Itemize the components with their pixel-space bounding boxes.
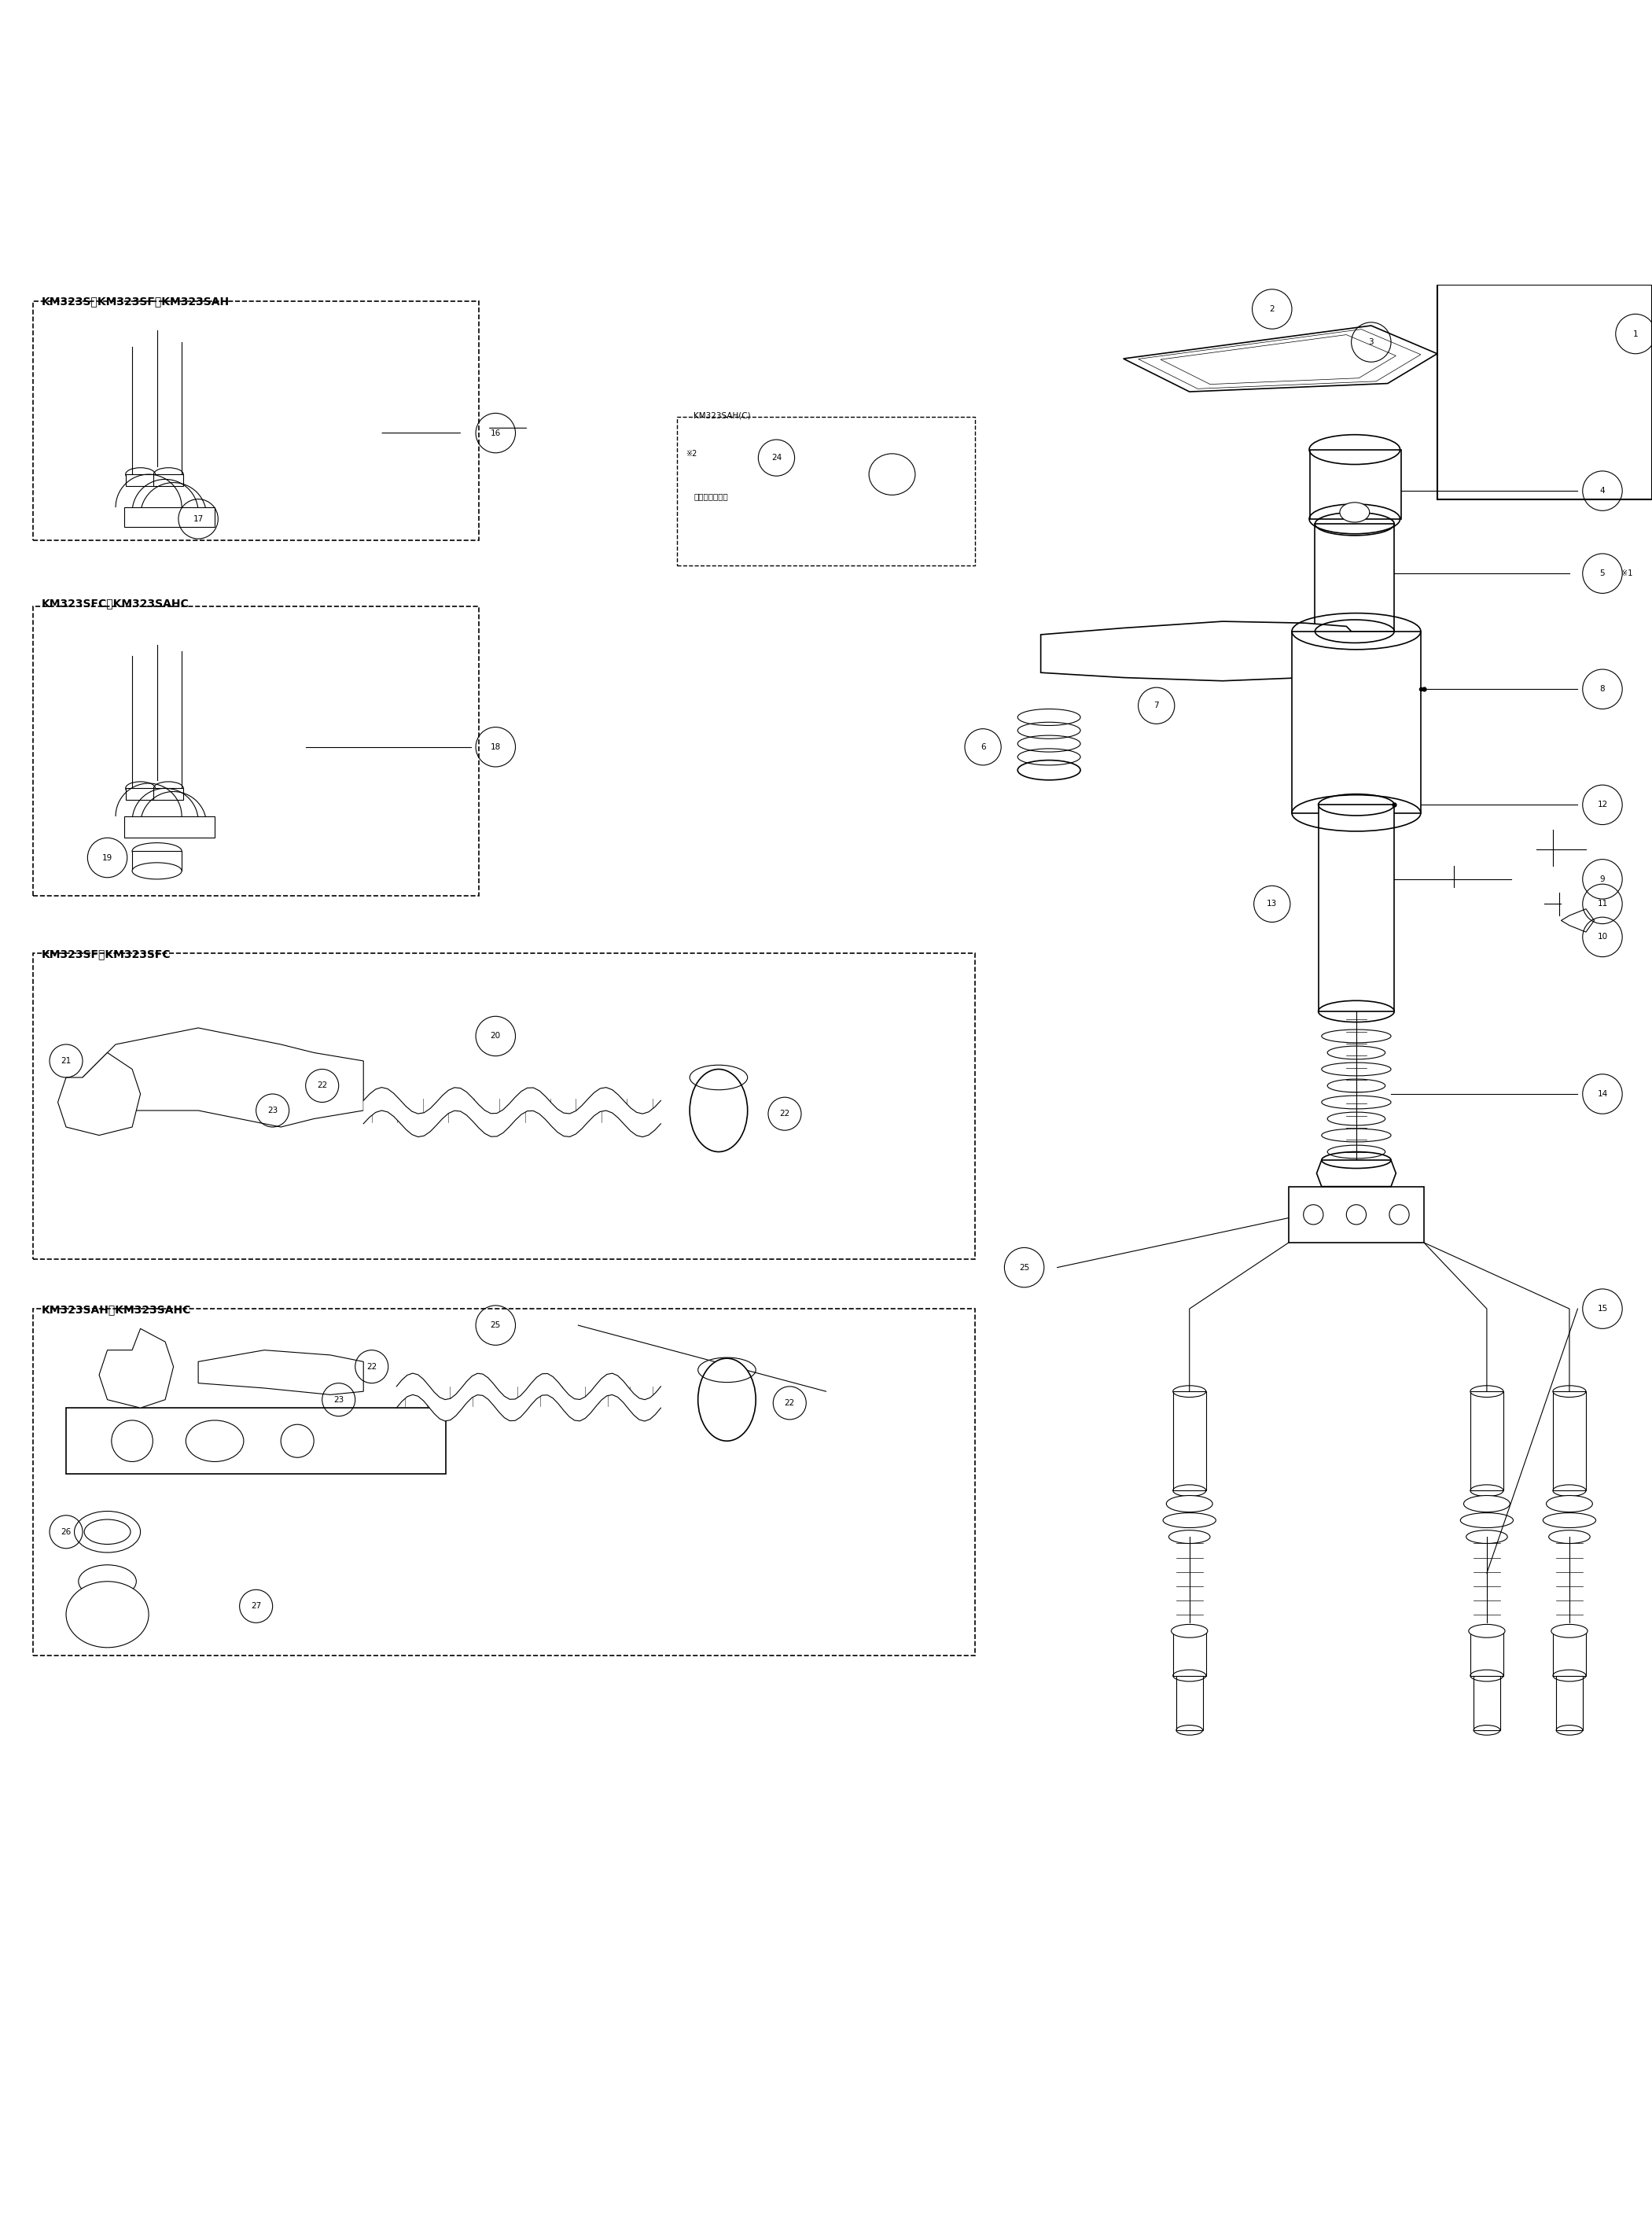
Bar — [33, 1308, 975, 1657]
Text: 1: 1 — [1632, 331, 1639, 338]
Bar — [33, 953, 975, 1259]
Circle shape — [1389, 1204, 1409, 1224]
Text: 12: 12 — [1597, 802, 1607, 808]
Ellipse shape — [1166, 1495, 1213, 1513]
Ellipse shape — [689, 1068, 747, 1153]
Text: 18: 18 — [491, 744, 501, 751]
Text: 22: 22 — [317, 1082, 327, 1091]
Circle shape — [1346, 1204, 1366, 1224]
Ellipse shape — [1171, 1624, 1208, 1637]
Ellipse shape — [869, 453, 915, 495]
Text: 27: 27 — [251, 1601, 261, 1610]
Bar — [124, 817, 215, 837]
Polygon shape — [1160, 335, 1396, 384]
Bar — [677, 418, 975, 564]
Text: KM323SFC・KM323SAHC: KM323SFC・KM323SAHC — [41, 597, 188, 609]
Circle shape — [1303, 1204, 1323, 1224]
Polygon shape — [66, 1408, 446, 1475]
Text: 9: 9 — [1599, 875, 1606, 884]
Text: 6: 6 — [980, 744, 986, 751]
Ellipse shape — [281, 1424, 314, 1457]
Text: 25: 25 — [491, 1321, 501, 1328]
Polygon shape — [58, 1053, 140, 1135]
Text: 7: 7 — [1153, 702, 1160, 708]
Text: 3: 3 — [1368, 338, 1374, 346]
Text: ※2: ※2 — [686, 449, 697, 458]
Bar — [33, 606, 479, 895]
Text: 20: 20 — [491, 1033, 501, 1039]
Polygon shape — [83, 1028, 363, 1126]
Text: 23: 23 — [334, 1395, 344, 1404]
Bar — [1553, 1390, 1586, 1490]
Bar — [1470, 1630, 1503, 1675]
Polygon shape — [1138, 329, 1421, 389]
Bar — [1474, 1675, 1500, 1730]
Polygon shape — [1041, 622, 1355, 682]
Text: 11: 11 — [1597, 900, 1607, 908]
Bar — [126, 788, 155, 800]
Ellipse shape — [111, 1419, 154, 1461]
Text: 21: 21 — [61, 1057, 71, 1064]
Text: 15: 15 — [1597, 1306, 1607, 1313]
Text: KM323SAH(C): KM323SAH(C) — [694, 411, 752, 420]
Polygon shape — [99, 1328, 173, 1408]
Polygon shape — [198, 1350, 363, 1395]
Text: 16: 16 — [491, 429, 501, 438]
Text: KM323SAH・KM323SAHC: KM323SAH・KM323SAHC — [41, 1304, 192, 1315]
Text: 22: 22 — [780, 1110, 790, 1117]
Bar — [126, 475, 155, 486]
Ellipse shape — [697, 1359, 757, 1441]
Text: 24: 24 — [771, 453, 781, 462]
Text: 8: 8 — [1599, 686, 1606, 693]
Text: 14: 14 — [1597, 1091, 1607, 1097]
Text: KM323SF・KM323SFC: KM323SF・KM323SFC — [41, 948, 170, 959]
Ellipse shape — [132, 862, 182, 880]
Bar — [1310, 449, 1401, 520]
Text: 13: 13 — [1267, 900, 1277, 908]
Text: 5: 5 — [1599, 569, 1606, 577]
Ellipse shape — [1546, 1495, 1593, 1513]
Polygon shape — [1317, 1159, 1396, 1186]
Ellipse shape — [1469, 1624, 1505, 1637]
Ellipse shape — [78, 1566, 135, 1597]
Text: 22: 22 — [785, 1399, 795, 1406]
Bar — [1556, 1675, 1583, 1730]
Bar — [124, 506, 215, 526]
Polygon shape — [1561, 908, 1594, 933]
Text: 2: 2 — [1269, 304, 1275, 313]
Bar — [1553, 1630, 1586, 1675]
Text: 4: 4 — [1599, 486, 1606, 495]
Ellipse shape — [1551, 1624, 1588, 1637]
Text: 17: 17 — [193, 515, 203, 522]
Polygon shape — [1123, 326, 1437, 391]
Ellipse shape — [66, 1581, 149, 1648]
Bar — [154, 475, 183, 486]
Ellipse shape — [74, 1586, 140, 1626]
Ellipse shape — [132, 842, 182, 860]
Bar — [1289, 1186, 1424, 1244]
Bar — [132, 851, 182, 871]
Bar — [1176, 1675, 1203, 1730]
Bar — [1292, 631, 1421, 813]
Ellipse shape — [1464, 1495, 1510, 1513]
Bar — [1318, 804, 1394, 1011]
Text: 23: 23 — [268, 1106, 278, 1115]
Bar — [1470, 1390, 1503, 1490]
Bar — [1437, 284, 1652, 500]
Text: 26: 26 — [61, 1528, 71, 1535]
Bar — [33, 300, 479, 540]
Text: 19: 19 — [102, 853, 112, 862]
Bar — [1173, 1630, 1206, 1675]
Text: 25: 25 — [1019, 1264, 1029, 1270]
Text: ※1: ※1 — [1619, 569, 1632, 577]
Bar — [1315, 524, 1394, 631]
Text: 22: 22 — [367, 1364, 377, 1370]
Bar — [1173, 1390, 1206, 1490]
Ellipse shape — [1340, 502, 1370, 522]
Text: 10: 10 — [1597, 933, 1607, 942]
Text: エコノッチ仕様: エコノッチ仕様 — [694, 493, 729, 500]
Bar — [154, 788, 183, 800]
Ellipse shape — [185, 1419, 244, 1461]
Text: KM323S・KM323SF・KM323SAH: KM323S・KM323SF・KM323SAH — [41, 295, 230, 306]
